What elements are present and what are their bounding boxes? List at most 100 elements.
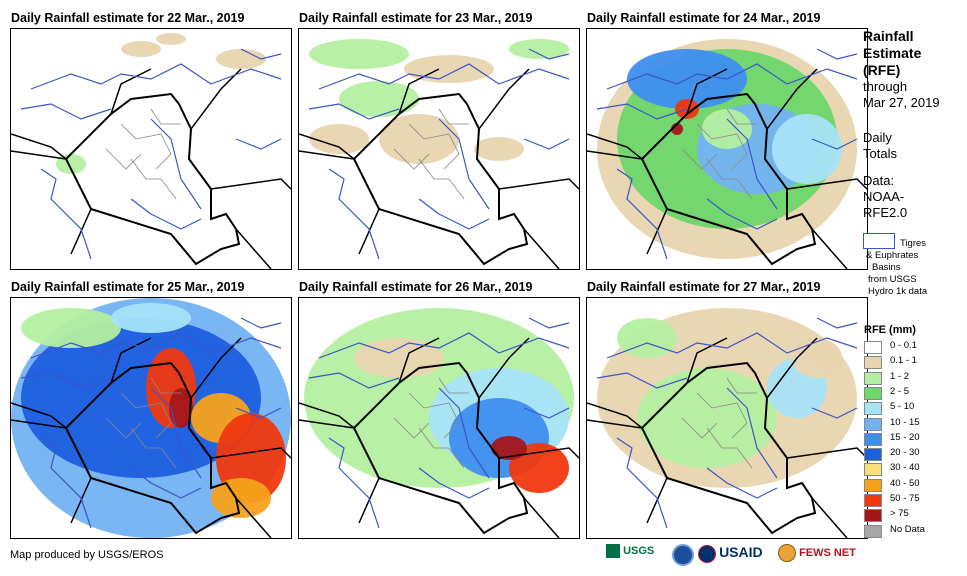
fewsnet-logo-icon (778, 544, 796, 562)
country-border (358, 477, 380, 524)
basin-boundary (418, 467, 490, 499)
province-boundary (120, 392, 172, 439)
basin-boundary (438, 387, 490, 479)
rainfall-map-24 (587, 29, 867, 269)
basin-boundary (240, 317, 282, 329)
panel-title-26: Daily Rainfall estimate for 26 Mar., 201… (299, 280, 533, 294)
legend-label: No Data (890, 523, 925, 535)
rainfall-area (309, 39, 409, 69)
legend-label: 2 - 5 (890, 385, 910, 397)
province-boundary (418, 158, 465, 200)
usgs-logo-text: USGS (623, 544, 655, 557)
basin-line-5: Hydro 1k data (868, 286, 928, 297)
basin-boundary (523, 138, 570, 150)
rainfall-area (404, 55, 494, 83)
basin-boundary (523, 407, 570, 419)
country-border (786, 178, 867, 190)
fewsnet-logo: FEWS NET (778, 544, 856, 562)
basin-boundary (726, 387, 778, 479)
country-border (811, 497, 848, 538)
basin-legend-text: Tigres & Euphrates Basins from USGS Hydr… (866, 238, 966, 298)
sidebar-heading-2: Estimate (863, 45, 922, 61)
country-border (299, 133, 355, 160)
map-panel-26 (298, 297, 580, 539)
basin-boundary (816, 48, 858, 60)
province-boundary (150, 108, 181, 125)
basin-boundary (596, 103, 688, 120)
rainfall-map-27 (587, 298, 867, 538)
province-boundary (726, 108, 757, 125)
sidebar-data-label: Data: (863, 173, 895, 188)
country-border (11, 419, 67, 429)
iraq-border (640, 92, 817, 266)
country-border (646, 477, 668, 524)
rainfall-map-23 (299, 29, 579, 269)
rainfall-area (156, 33, 186, 45)
province-boundary (408, 123, 460, 170)
legend-swatch (864, 417, 882, 431)
province-boundary (726, 377, 757, 394)
country-border (523, 228, 560, 269)
legend-label: 20 - 30 (890, 447, 920, 459)
usgs-logo-icon (606, 544, 620, 558)
iraq-border (352, 92, 529, 266)
legend-swatch (864, 478, 882, 492)
sidebar-totals-2: Totals (863, 146, 897, 161)
legend-label: 50 - 75 (890, 493, 920, 504)
province-boundary (130, 427, 177, 469)
country-border (11, 150, 67, 160)
rainfall-area (792, 338, 842, 378)
country-border (299, 402, 355, 429)
panel-title-23: Daily Rainfall estimate for 23 Mar., 201… (299, 11, 533, 25)
country-border (11, 133, 67, 160)
basin-boundary (235, 138, 282, 150)
country-border (210, 447, 291, 459)
province-boundary (696, 123, 748, 170)
rainfall-area (509, 39, 569, 59)
legend-label: 0 - 0.1 (890, 340, 917, 351)
basin-boundary (40, 168, 92, 260)
country-border (523, 497, 560, 538)
basin-boundary (328, 168, 380, 260)
legend-swatch (864, 463, 882, 477)
panel-title-25: Daily Rainfall estimate for 25 Mar., 201… (11, 280, 245, 294)
province-boundary (393, 148, 430, 170)
basin-boundary (528, 48, 570, 60)
rainfall-area (121, 41, 161, 57)
basin-boundary (596, 372, 688, 389)
legend-label: 0.1 - 1 (890, 355, 917, 367)
sidebar-date: Mar 27, 2019 (863, 95, 940, 110)
rainfall-area (474, 137, 524, 161)
map-panel-25 (10, 297, 292, 539)
basin-boundary (318, 63, 570, 90)
country-border (498, 447, 579, 459)
rainfall-area (211, 478, 271, 518)
basin-boundary (308, 103, 400, 120)
rainfall-area (617, 318, 677, 358)
rainfall-map-26 (299, 298, 579, 538)
legend-swatch (864, 509, 882, 523)
basin-boundary (308, 372, 400, 389)
iraq-border (64, 361, 241, 535)
basin-boundary (438, 118, 490, 210)
province-boundary (706, 427, 753, 469)
legend-label: 40 - 50 (890, 477, 920, 489)
basin-boundary (150, 118, 202, 210)
usaid-logo-icon (698, 545, 716, 564)
legend-label: > 75 (890, 508, 909, 520)
province-boundary (681, 148, 718, 170)
legend-label: 10 - 15 (890, 416, 920, 428)
legend-swatch (864, 371, 882, 385)
basin-boundary (726, 118, 778, 210)
country-border (70, 477, 92, 524)
basin-boundary (616, 437, 668, 529)
basin-line-4: from USGS (868, 274, 917, 285)
usaid-logo: USAID (698, 544, 763, 564)
country-border (686, 337, 728, 384)
rainfall-map-25 (11, 298, 291, 538)
iraq-border (352, 361, 529, 535)
rainfall-area (309, 124, 369, 154)
panel-title-22: Daily Rainfall estimate for 22 Mar., 201… (11, 11, 245, 25)
country-border (786, 447, 867, 459)
basin-boundary (130, 198, 202, 230)
